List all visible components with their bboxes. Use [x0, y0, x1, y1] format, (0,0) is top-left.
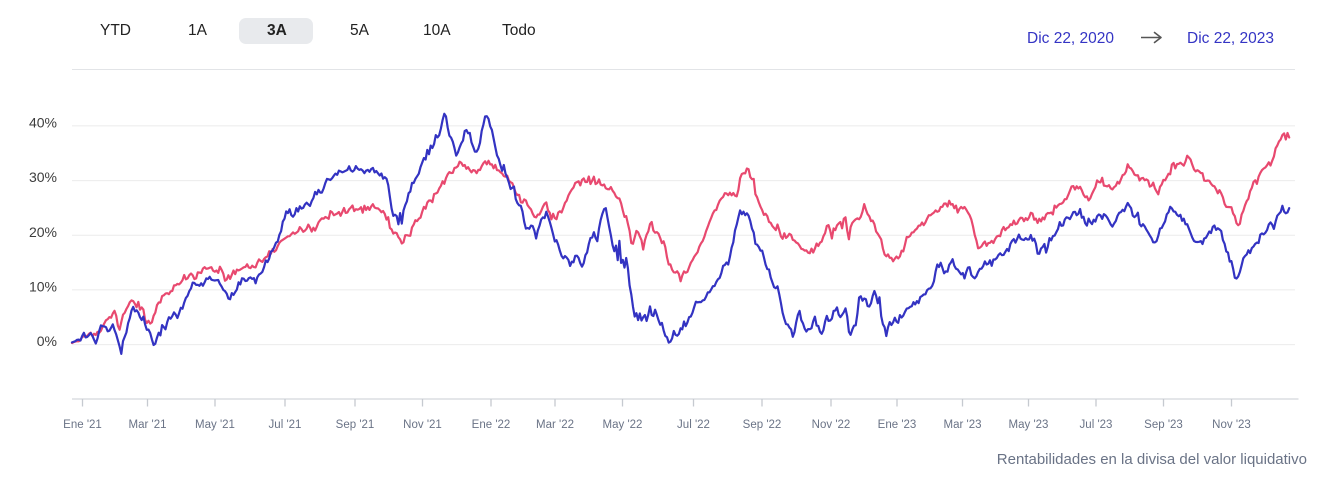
svg-text:Jul '23: Jul '23 [1080, 419, 1113, 431]
svg-text:Ene '23: Ene '23 [878, 419, 917, 431]
svg-text:0%: 0% [37, 333, 57, 349]
svg-text:Jul '22: Jul '22 [677, 419, 710, 431]
svg-text:May '23: May '23 [1009, 419, 1049, 431]
svg-text:May '22: May '22 [603, 419, 643, 431]
svg-text:Ene '21: Ene '21 [63, 419, 102, 431]
svg-text:May '21: May '21 [195, 419, 235, 431]
svg-text:Mar '22: Mar '22 [536, 419, 574, 431]
svg-text:30%: 30% [29, 169, 57, 185]
svg-text:Sep '21: Sep '21 [336, 419, 375, 431]
svg-text:Mar '21: Mar '21 [129, 419, 167, 431]
svg-text:Nov '23: Nov '23 [1212, 419, 1251, 431]
svg-text:20%: 20% [29, 224, 57, 240]
svg-text:40%: 40% [29, 114, 57, 130]
svg-text:Ene '22: Ene '22 [472, 419, 511, 431]
svg-text:10%: 10% [29, 278, 57, 294]
svg-text:Mar '23: Mar '23 [944, 419, 982, 431]
svg-text:Sep '23: Sep '23 [1144, 419, 1183, 431]
svg-text:Jul '21: Jul '21 [269, 419, 302, 431]
svg-text:Sep '22: Sep '22 [743, 419, 782, 431]
svg-text:Nov '21: Nov '21 [403, 419, 442, 431]
svg-text:Nov '22: Nov '22 [812, 419, 851, 431]
svg-text:Rentabilidades en la divisa de: Rentabilidades en la divisa del valor li… [997, 451, 1307, 468]
